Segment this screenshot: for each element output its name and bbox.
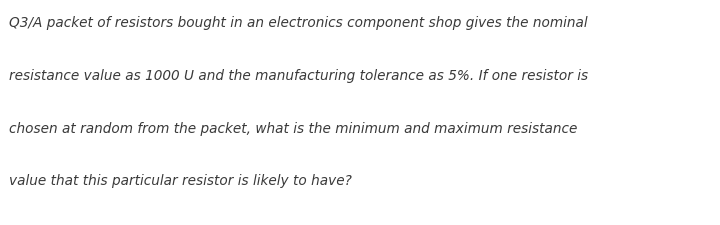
Text: chosen at random from the packet, what is the minimum and maximum resistance: chosen at random from the packet, what i… [9,122,577,135]
Text: Q3/A packet of resistors bought in an electronics component shop gives the nomin: Q3/A packet of resistors bought in an el… [9,16,588,30]
Text: value that this particular resistor is likely to have?: value that this particular resistor is l… [9,174,351,188]
Text: resistance value as 1000 U and the manufacturing tolerance as 5%. If one resisto: resistance value as 1000 U and the manuf… [9,69,588,83]
